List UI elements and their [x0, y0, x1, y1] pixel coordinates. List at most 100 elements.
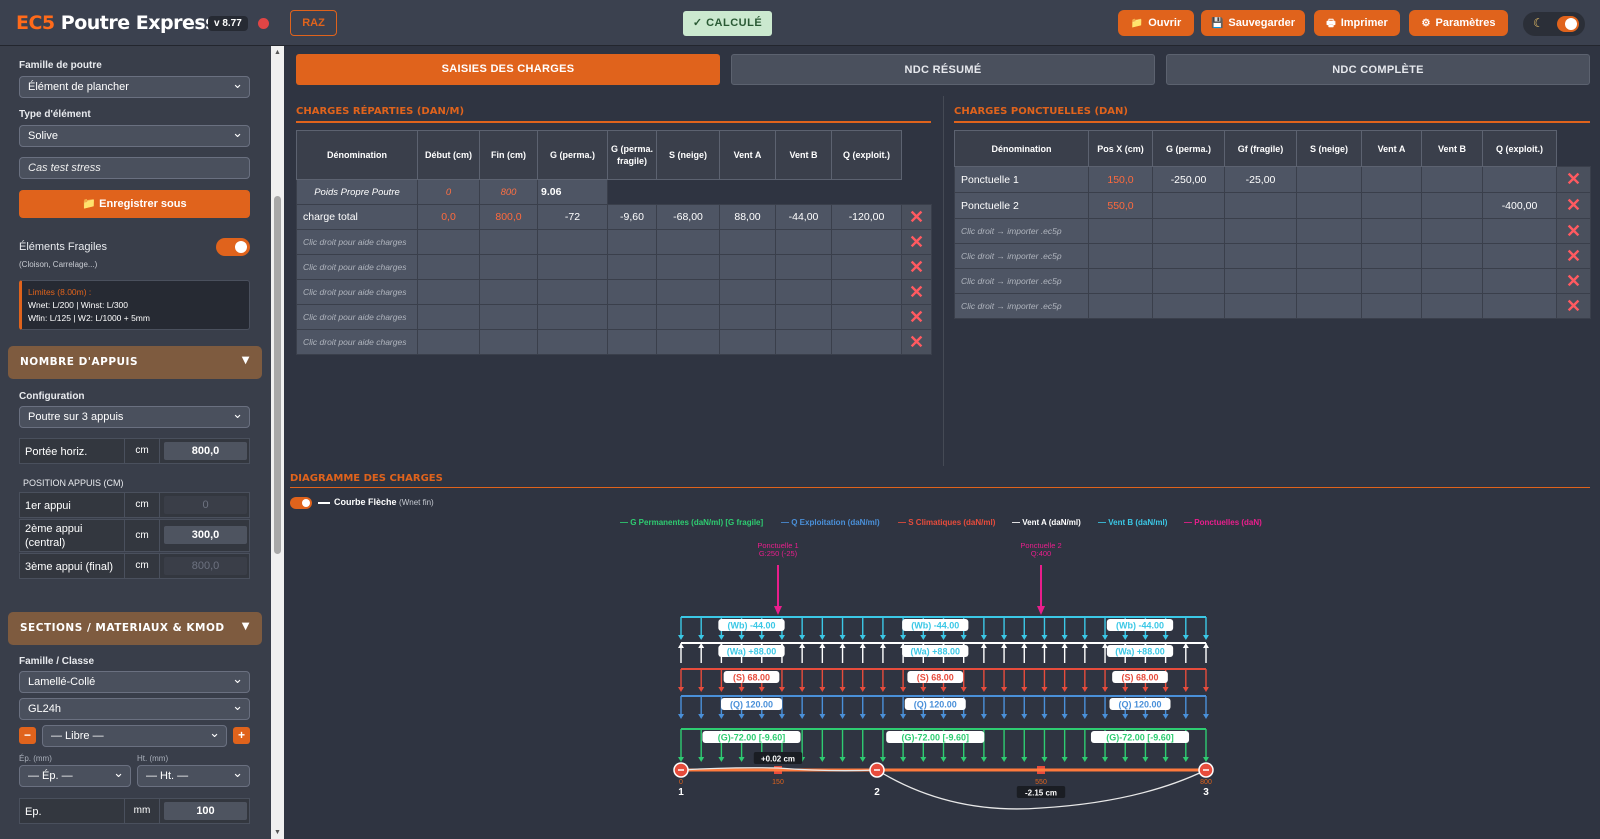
- p1-name-label: Ponctuelle 1: [757, 541, 798, 550]
- cell-name[interactable]: Ponctuelle 1: [954, 166, 1089, 193]
- sidebar-scrollbar[interactable]: ▲ ▼: [271, 46, 284, 839]
- cell-s[interactable]: -68,00: [656, 204, 720, 230]
- wa-load-label: (Wa) +88.00: [1115, 647, 1164, 657]
- wb-load-arrowhead: [698, 635, 705, 640]
- classe-label: Famille / Classe: [19, 656, 95, 667]
- cell-q[interactable]: [1482, 166, 1557, 193]
- scroll-down-icon[interactable]: ▼: [274, 829, 281, 836]
- grade-select[interactable]: GL24h: [19, 698, 250, 720]
- delete-icon[interactable]: ✕: [901, 279, 932, 305]
- table-row[interactable]: Clic droit pour aide charges ✕: [296, 229, 932, 255]
- type-select[interactable]: Solive: [19, 125, 250, 147]
- tab-ndc-resume[interactable]: NDC RÉSUMÉ: [731, 54, 1155, 85]
- hint-cell[interactable]: Clic droit → importer .ec5p: [954, 218, 1089, 244]
- g-load-arrowhead: [1162, 757, 1169, 762]
- delete-icon[interactable]: ✕: [901, 304, 932, 330]
- delete-icon[interactable]: ✕: [1556, 243, 1591, 269]
- table-row[interactable]: Clic droit pour aide charges ✕: [296, 329, 932, 355]
- cell-g[interactable]: -72: [537, 204, 608, 230]
- table-row[interactable]: charge total 0,0 800,0 -72 -9,60 -68,00 …: [296, 204, 932, 230]
- famille-select[interactable]: Élément de plancher: [19, 76, 250, 98]
- hint-cell[interactable]: Clic droit → importer .ec5p: [954, 293, 1089, 319]
- g-load-arrowhead: [920, 757, 927, 762]
- ep-input[interactable]: 100: [164, 802, 247, 820]
- imprimer-button[interactable]: 🖶 Imprimer: [1314, 10, 1400, 36]
- table-row[interactable]: Clic droit → importer .ec5p ✕: [954, 218, 1591, 244]
- delete-icon[interactable]: ✕: [1556, 166, 1591, 193]
- raz-button[interactable]: RAZ: [290, 10, 337, 36]
- delete-icon[interactable]: ✕: [1556, 218, 1591, 244]
- portee-input[interactable]: 800,0: [164, 442, 247, 460]
- s-load-arrowhead: [738, 687, 745, 692]
- materiau-select[interactable]: Lamellé-Collé: [19, 671, 250, 693]
- col-header: Gf (fragile): [1224, 130, 1297, 167]
- tab-saisies[interactable]: SAISIES DES CHARGES: [296, 54, 720, 85]
- delete-icon[interactable]: ✕: [1556, 293, 1591, 319]
- hint-cell[interactable]: Clic droit → importer .ec5p: [954, 268, 1089, 294]
- delete-icon[interactable]: ✕: [901, 329, 932, 355]
- delete-icon[interactable]: ✕: [1556, 192, 1591, 219]
- tab-ndc-complete[interactable]: NDC COMPLÈTE: [1166, 54, 1590, 85]
- s-load-arrowhead: [1021, 687, 1028, 692]
- hint-cell[interactable]: Clic droit → importer .ec5p: [954, 243, 1089, 269]
- scrollbar-thumb[interactable]: [274, 196, 281, 554]
- legend-punct: — Ponctuelles (daN): [1184, 518, 1262, 527]
- q-load-arrowhead: [1122, 714, 1129, 719]
- table-row[interactable]: Clic droit → importer .ec5p ✕: [954, 268, 1591, 294]
- cell-gf[interactable]: -25,00: [1224, 166, 1297, 193]
- wb-load-arrowhead: [758, 635, 765, 640]
- scroll-up-icon[interactable]: ▲: [274, 49, 281, 56]
- case-name-input[interactable]: Cas test stress: [19, 157, 250, 179]
- appuis-section-header[interactable]: NOMBRE D'APPUIS ▼: [8, 346, 262, 379]
- hint-cell[interactable]: Clic droit pour aide charges: [296, 304, 418, 330]
- cell-va[interactable]: 88,00: [719, 204, 776, 230]
- hint-cell[interactable]: Clic droit pour aide charges: [296, 254, 418, 280]
- save-as-button[interactable]: 📁 Enregistrer sous: [19, 190, 250, 218]
- wa-load-arrowhead: [839, 643, 846, 648]
- table-row[interactable]: Clic droit pour aide charges ✕: [296, 279, 932, 305]
- calcule-button[interactable]: ✓ CALCULÉ: [683, 11, 772, 36]
- wb-load-arrowhead: [879, 635, 886, 640]
- legend-vb: — Vent B (daN/ml): [1098, 518, 1168, 527]
- ouvrir-button[interactable]: 📁 Ouvrir: [1118, 10, 1194, 36]
- cell-pos[interactable]: 150,0: [1088, 166, 1153, 193]
- table-row[interactable]: Clic droit → importer .ec5p ✕: [954, 293, 1591, 319]
- s-load-arrowhead: [778, 687, 785, 692]
- sections-section-header[interactable]: SECTIONS / MATERIAUX & KMOD ▼: [8, 612, 262, 645]
- curve-toggle[interactable]: [290, 497, 312, 509]
- g-load-arrowhead: [1142, 757, 1149, 762]
- q-load-arrowhead: [1182, 714, 1189, 719]
- cell-name[interactable]: charge total: [296, 204, 418, 230]
- cell-vb[interactable]: -44,00: [775, 204, 832, 230]
- delete-icon[interactable]: ✕: [1556, 268, 1591, 294]
- table-row[interactable]: Clic droit pour aide charges ✕: [296, 304, 932, 330]
- minus-button[interactable]: −: [19, 727, 36, 744]
- q-load-arrowhead: [1061, 714, 1068, 719]
- ep-select[interactable]: — Ép. —: [19, 765, 131, 787]
- fragile-toggle[interactable]: [216, 238, 250, 256]
- libre-select[interactable]: — Libre —: [42, 725, 227, 747]
- delete-icon[interactable]: ✕: [901, 254, 932, 280]
- parametres-button[interactable]: ⚙ Paramètres: [1409, 10, 1508, 36]
- hint-cell[interactable]: Clic droit pour aide charges: [296, 329, 418, 355]
- config-select[interactable]: Poutre sur 3 appuis: [19, 406, 250, 428]
- plus-button[interactable]: +: [233, 727, 250, 744]
- cell-pos[interactable]: 550,0: [1088, 192, 1153, 219]
- caret-down-icon: ▼: [241, 355, 250, 366]
- theme-switch[interactable]: [1557, 16, 1579, 32]
- g-load-arrowhead: [698, 757, 705, 762]
- sauvegarder-button[interactable]: 💾 Sauvegarder: [1201, 10, 1305, 36]
- theme-toggle[interactable]: ☾: [1523, 12, 1585, 36]
- ht-select[interactable]: — Ht. —: [137, 765, 250, 787]
- ht-small-label: Ht. (mm): [137, 754, 169, 763]
- cell-g[interactable]: -250,00: [1152, 166, 1225, 193]
- cell-fin[interactable]: 800,0: [479, 204, 538, 230]
- delete-icon[interactable]: ✕: [901, 229, 932, 255]
- wa-load-arrowhead: [678, 643, 684, 648]
- delete-icon[interactable]: ✕: [901, 204, 932, 230]
- appui2-input[interactable]: 300,0: [164, 526, 247, 544]
- table-row[interactable]: Clic droit → importer .ec5p ✕: [954, 243, 1591, 269]
- table-row[interactable]: Clic droit pour aide charges ✕: [296, 254, 932, 280]
- table-row[interactable]: Ponctuelle 1 150,0 -250,00 -25,00 ✕: [954, 166, 1591, 193]
- cell-g[interactable]: [1152, 192, 1225, 219]
